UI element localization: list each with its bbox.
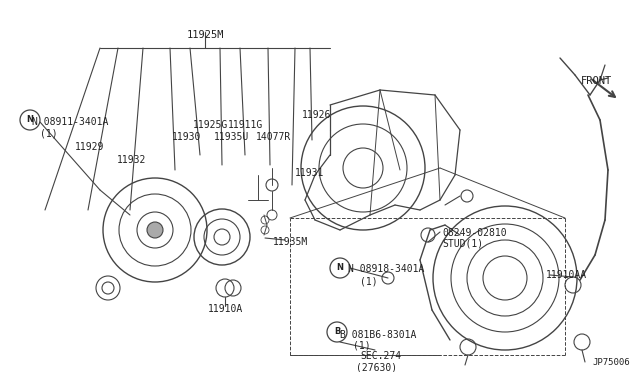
- Text: JP75006: JP75006: [592, 358, 630, 367]
- Text: 11926: 11926: [302, 110, 332, 120]
- Text: N 08911-3401A: N 08911-3401A: [32, 117, 108, 127]
- Text: 11930: 11930: [172, 132, 202, 142]
- Text: (1): (1): [40, 129, 58, 139]
- Text: 08249-02810: 08249-02810: [442, 228, 507, 238]
- Text: FRONT: FRONT: [581, 76, 612, 86]
- Text: 11925M: 11925M: [186, 30, 224, 40]
- Text: (1): (1): [360, 276, 378, 286]
- Text: 11929: 11929: [75, 142, 104, 152]
- Text: N: N: [26, 115, 33, 125]
- Text: 11932: 11932: [117, 155, 147, 165]
- Text: (27630): (27630): [356, 362, 397, 372]
- Text: B: B: [334, 327, 340, 337]
- Text: N 08918-3401A: N 08918-3401A: [348, 264, 424, 274]
- Text: 11935M: 11935M: [273, 237, 308, 247]
- Text: 14077R: 14077R: [256, 132, 291, 142]
- Text: 11910A: 11910A: [207, 304, 243, 314]
- Text: 11910AA: 11910AA: [546, 270, 587, 280]
- Text: STUD(1): STUD(1): [442, 239, 483, 249]
- Text: B 081B6-8301A: B 081B6-8301A: [340, 330, 417, 340]
- Text: 11931: 11931: [295, 168, 324, 178]
- Text: 11911G: 11911G: [228, 120, 263, 130]
- Text: 11935U: 11935U: [214, 132, 249, 142]
- Text: 11925G: 11925G: [193, 120, 228, 130]
- Text: (1): (1): [353, 341, 371, 351]
- Text: N: N: [337, 263, 344, 273]
- Text: SEC.274: SEC.274: [360, 351, 401, 361]
- Circle shape: [147, 222, 163, 238]
